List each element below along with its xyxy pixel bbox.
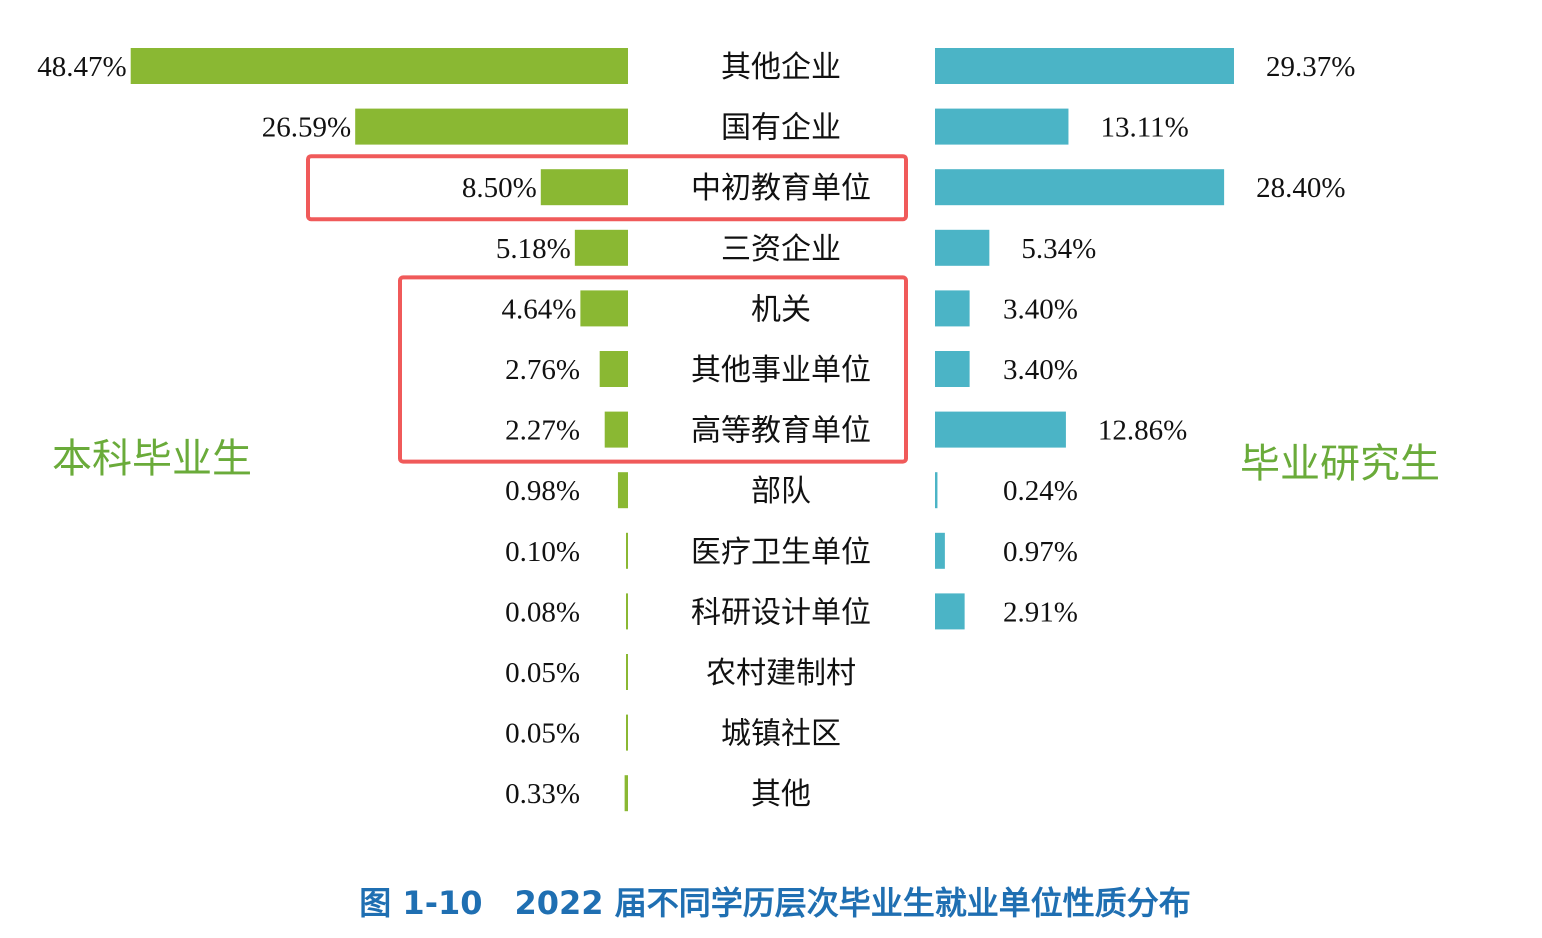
category-label: 其他事业单位 xyxy=(691,353,871,388)
highlight-box xyxy=(398,275,908,464)
undergrad-bar xyxy=(574,229,628,266)
undergrad-bar xyxy=(626,714,628,751)
grad-value-label: 29.37% xyxy=(1266,51,1355,83)
grad-bar xyxy=(935,169,1225,206)
grad-bar xyxy=(935,229,990,266)
undergrad-value-label: 4.64% xyxy=(501,293,576,325)
undergrad-value-label: 26.59% xyxy=(262,112,351,144)
undergrad-value-label: 0.10% xyxy=(505,536,580,568)
category-label: 医疗卫生单位 xyxy=(691,535,871,570)
undergrad-value-label: 0.08% xyxy=(505,596,580,628)
category-label: 国有企业 xyxy=(721,111,841,146)
grad-value-label: 5.34% xyxy=(1021,233,1096,265)
undergrad-bars: 48.47% 26.59% 8.50% 5.18% 4.64% 2.76% 2.27% 0.9… xyxy=(37,48,628,812)
category-label: 农村建制村 xyxy=(706,656,856,691)
undergrad-bar xyxy=(624,775,628,812)
undergrad-bar xyxy=(580,290,628,327)
undergrad-bar xyxy=(626,593,628,630)
grad-value-label: 0.97% xyxy=(1003,536,1078,568)
category-label: 机关 xyxy=(751,292,811,327)
category-label: 中初教育单位 xyxy=(691,171,871,206)
grad-bar xyxy=(935,351,970,387)
grad-value-label: 2.91% xyxy=(1003,596,1078,628)
category-label: 科研设计单位 xyxy=(691,595,871,630)
undergrad-bar xyxy=(355,108,628,145)
undergrad-value-label: 48.47% xyxy=(37,51,126,83)
category-label: 其他企业 xyxy=(721,50,841,85)
undergrad-bar xyxy=(599,351,628,387)
undergrad-bar xyxy=(626,654,628,690)
undergrad-series-label: 本科毕业生 xyxy=(52,436,252,482)
undergrad-value-label: 0.98% xyxy=(505,475,580,507)
undergrad-value-label: 0.05% xyxy=(505,718,580,750)
undergrad-bar xyxy=(540,169,628,206)
category-labels: 其他企业国有企业中初教育单位三资企业机关其他事业单位高等教育单位部队医疗卫生单位… xyxy=(691,50,871,812)
grad-value-label: 28.40% xyxy=(1256,172,1345,204)
highlight-box xyxy=(306,154,908,222)
undergrad-bar xyxy=(626,532,628,569)
grad-value-label: 3.40% xyxy=(1003,293,1078,325)
undergrad-bar xyxy=(130,48,628,84)
undergrad-value-label: 2.76% xyxy=(505,354,580,386)
grad-value-label: 0.24% xyxy=(1003,475,1078,507)
highlight-boxes xyxy=(306,154,908,464)
grad-bar xyxy=(935,108,1069,145)
grad-value-label: 12.86% xyxy=(1098,415,1187,447)
grad-bar xyxy=(935,532,945,569)
undergrad-bar xyxy=(604,411,628,448)
grad-value-label: 3.40% xyxy=(1003,354,1078,386)
grad-bars: 29.37% 13.11% 28.40% 5.34% 3.40% 3.40% 12.86% 0… xyxy=(935,48,1355,630)
grad-series-label: 毕业研究生 xyxy=(1240,441,1440,487)
category-label: 部队 xyxy=(751,474,811,509)
category-label: 三资企业 xyxy=(721,232,841,267)
category-label: 其他 xyxy=(751,777,811,812)
undergrad-value-label: 2.27% xyxy=(505,415,580,447)
undergrad-value-label: 8.50% xyxy=(462,172,537,204)
undergrad-value-label: 0.33% xyxy=(505,778,580,810)
undergrad-value-label: 0.05% xyxy=(505,657,580,689)
grad-value-label: 13.11% xyxy=(1100,112,1188,144)
category-label: 城镇社区 xyxy=(721,717,841,752)
grad-bar xyxy=(935,48,1234,84)
undergrad-bar xyxy=(617,472,628,509)
grad-bar xyxy=(935,290,970,327)
category-label: 高等教育单位 xyxy=(691,414,871,449)
grad-bar xyxy=(935,411,1066,448)
grad-bar xyxy=(935,472,938,509)
figure-caption: 图 1-10 2022 届不同学历层次毕业生就业单位性质分布 xyxy=(359,884,1190,922)
undergrad-value-label: 5.18% xyxy=(496,233,571,265)
grad-bar xyxy=(935,593,965,630)
